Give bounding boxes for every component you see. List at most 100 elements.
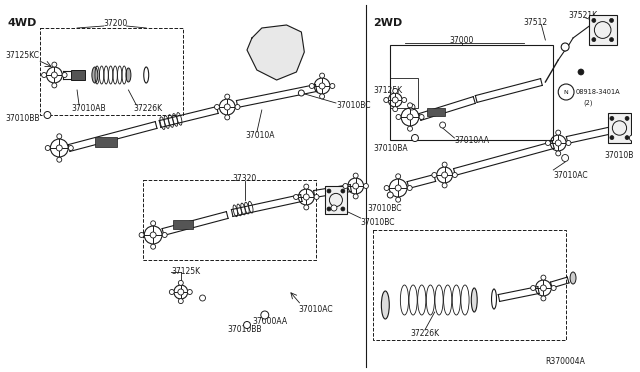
- Circle shape: [57, 134, 61, 139]
- Circle shape: [412, 135, 419, 141]
- Circle shape: [52, 62, 57, 67]
- Text: 37200: 37200: [104, 19, 128, 28]
- Circle shape: [396, 197, 401, 202]
- Circle shape: [330, 83, 335, 89]
- Text: (2): (2): [583, 100, 593, 106]
- Circle shape: [629, 135, 636, 141]
- Circle shape: [319, 73, 324, 78]
- Circle shape: [45, 145, 50, 151]
- Circle shape: [150, 232, 156, 238]
- Circle shape: [393, 89, 397, 93]
- Circle shape: [327, 189, 331, 193]
- Circle shape: [62, 73, 67, 77]
- Circle shape: [341, 207, 345, 211]
- Circle shape: [343, 183, 348, 189]
- Circle shape: [244, 321, 250, 328]
- Text: 37125K: 37125K: [374, 86, 403, 94]
- Circle shape: [261, 311, 269, 319]
- Circle shape: [384, 186, 389, 190]
- Ellipse shape: [126, 68, 131, 82]
- Circle shape: [353, 173, 358, 178]
- Circle shape: [609, 38, 614, 42]
- Text: 37000: 37000: [449, 35, 474, 45]
- Circle shape: [42, 73, 47, 77]
- Ellipse shape: [471, 288, 477, 312]
- Circle shape: [314, 195, 319, 199]
- Circle shape: [442, 183, 447, 188]
- Circle shape: [556, 151, 561, 156]
- Circle shape: [625, 116, 629, 121]
- Circle shape: [556, 130, 561, 135]
- Circle shape: [341, 189, 345, 193]
- Circle shape: [319, 94, 324, 99]
- Circle shape: [327, 207, 331, 211]
- Text: R370004A: R370004A: [545, 357, 585, 366]
- Circle shape: [51, 72, 58, 78]
- Circle shape: [179, 280, 183, 285]
- Circle shape: [432, 173, 436, 177]
- Bar: [390, 78, 418, 108]
- Circle shape: [150, 244, 156, 249]
- Circle shape: [162, 232, 167, 237]
- Text: 37010A: 37010A: [245, 131, 275, 140]
- Ellipse shape: [92, 67, 98, 83]
- Circle shape: [178, 289, 184, 295]
- Circle shape: [170, 289, 174, 295]
- Circle shape: [407, 114, 413, 120]
- Circle shape: [364, 183, 369, 189]
- Circle shape: [298, 90, 304, 96]
- Circle shape: [541, 275, 546, 280]
- Circle shape: [541, 296, 546, 301]
- Circle shape: [304, 205, 308, 210]
- Text: 37010BB: 37010BB: [5, 113, 40, 122]
- Circle shape: [52, 83, 57, 88]
- Circle shape: [442, 162, 447, 167]
- Text: 37010BC: 37010BC: [360, 218, 395, 227]
- Circle shape: [225, 94, 230, 99]
- Text: N: N: [564, 90, 568, 94]
- Circle shape: [408, 126, 413, 131]
- Text: 37512: 37512: [524, 17, 548, 26]
- Circle shape: [319, 83, 325, 89]
- Circle shape: [235, 105, 240, 109]
- Text: 37010BB: 37010BB: [227, 326, 262, 334]
- Circle shape: [402, 97, 406, 103]
- Circle shape: [309, 83, 314, 89]
- Circle shape: [408, 103, 413, 108]
- Text: 37320: 37320: [232, 173, 257, 183]
- Text: 37000AA: 37000AA: [252, 317, 287, 327]
- Circle shape: [387, 192, 393, 198]
- Circle shape: [610, 136, 614, 140]
- Bar: [427, 108, 445, 116]
- Circle shape: [396, 115, 401, 119]
- Circle shape: [556, 140, 561, 146]
- Text: 37010AB: 37010AB: [71, 103, 106, 112]
- Text: 2WD: 2WD: [374, 18, 403, 28]
- Circle shape: [551, 285, 556, 291]
- Circle shape: [384, 97, 388, 103]
- Circle shape: [294, 195, 298, 199]
- Circle shape: [609, 18, 614, 22]
- Bar: [143, 180, 316, 260]
- Text: 37010BA: 37010BA: [374, 144, 408, 153]
- Circle shape: [531, 285, 536, 291]
- Circle shape: [442, 172, 447, 178]
- Circle shape: [188, 289, 192, 295]
- Circle shape: [331, 205, 337, 211]
- Ellipse shape: [570, 272, 576, 284]
- Circle shape: [440, 122, 445, 128]
- Circle shape: [407, 186, 412, 190]
- Circle shape: [452, 173, 458, 177]
- Circle shape: [578, 69, 584, 75]
- Polygon shape: [247, 25, 304, 80]
- Circle shape: [56, 145, 62, 151]
- Circle shape: [592, 18, 596, 22]
- Circle shape: [44, 112, 51, 119]
- Bar: [607, 113, 631, 143]
- Ellipse shape: [381, 291, 389, 319]
- Text: 37125K: 37125K: [171, 267, 200, 276]
- Bar: [374, 230, 566, 340]
- Circle shape: [68, 145, 74, 151]
- Circle shape: [409, 104, 415, 110]
- Circle shape: [561, 43, 569, 51]
